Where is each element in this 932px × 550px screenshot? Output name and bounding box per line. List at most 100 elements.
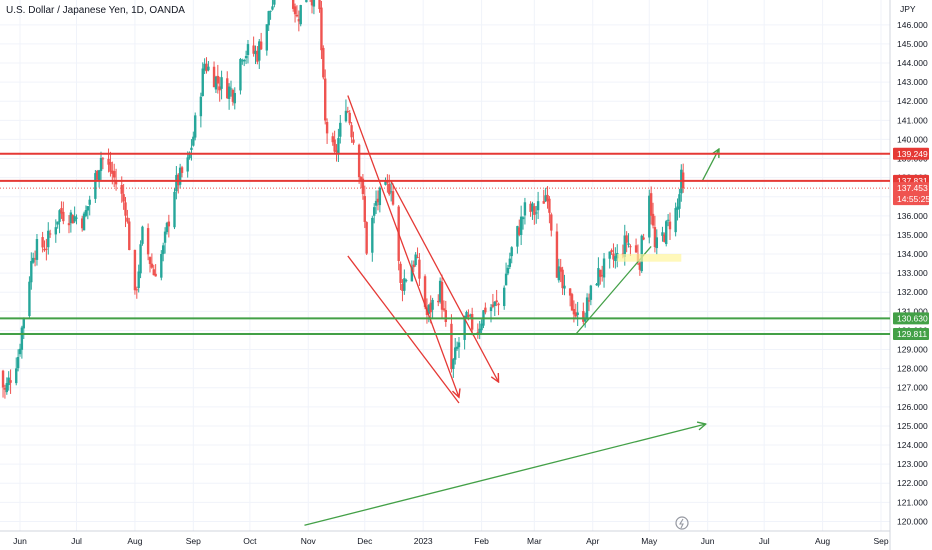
candle-body <box>218 86 221 91</box>
candle-body <box>431 299 434 310</box>
candle-body <box>676 206 679 210</box>
y-tick-label: 126.000 <box>897 402 928 412</box>
candle-body <box>22 318 25 329</box>
candle-body <box>352 139 355 143</box>
candle-body <box>305 0 308 3</box>
candle-body <box>84 210 88 216</box>
candle-body <box>638 262 642 270</box>
candle-body <box>648 195 651 238</box>
candle-body <box>297 19 301 22</box>
candle-body <box>97 170 101 181</box>
candle-body <box>124 202 127 216</box>
candle-body <box>141 226 144 244</box>
candle-body <box>295 14 299 17</box>
candle-body <box>363 196 366 222</box>
candle-body <box>429 302 432 313</box>
candle-body <box>163 231 167 243</box>
candle-body <box>574 312 577 317</box>
candle-body <box>437 300 440 303</box>
y-tick-label: 146.000 <box>897 20 928 30</box>
candle-body <box>226 78 229 99</box>
candle-body <box>582 311 585 322</box>
y-tick-label: 125.000 <box>897 421 928 431</box>
candle-body <box>623 235 626 257</box>
candle-body <box>220 77 223 89</box>
candle-body <box>542 201 545 204</box>
x-tick-label: Oct <box>243 536 257 546</box>
candle-body <box>438 280 442 302</box>
candle-body <box>661 232 664 236</box>
candle-body <box>126 217 129 222</box>
candle-body <box>15 368 18 384</box>
candle-body <box>205 63 208 72</box>
x-tick-label: Feb <box>474 536 489 546</box>
candle-body <box>391 191 395 205</box>
candle-body <box>229 88 233 90</box>
candle-body <box>523 202 527 216</box>
candle-body <box>267 11 270 26</box>
y-tick-label: 128.000 <box>897 364 928 374</box>
candle-body <box>521 217 525 220</box>
candle-body <box>585 297 589 319</box>
candle-body <box>256 50 259 62</box>
x-tick-label: Nov <box>301 536 317 546</box>
candle-body <box>7 377 10 386</box>
candle-body <box>450 323 453 370</box>
candle-body <box>152 269 155 276</box>
price-level-tag: 139.249 <box>893 147 929 160</box>
candle-body <box>372 207 376 216</box>
candle-body <box>427 305 431 314</box>
candle-body <box>612 253 615 260</box>
candle-body <box>335 150 338 153</box>
candle-body <box>476 332 480 334</box>
candle-body <box>655 237 659 249</box>
candle-body <box>510 247 513 257</box>
replay-icon[interactable] <box>675 516 689 530</box>
candle-body <box>101 158 105 160</box>
candle-body <box>43 248 46 251</box>
candle-body <box>113 171 116 178</box>
candle-body <box>207 66 210 71</box>
candle-body <box>465 312 468 318</box>
x-tick-label: Sep <box>873 536 888 546</box>
candle-body <box>188 152 191 159</box>
candle-body <box>241 60 244 62</box>
currency-unit: JPY <box>900 4 916 14</box>
candle-body <box>608 251 611 259</box>
x-tick-label: Sep <box>186 536 201 546</box>
candle-body <box>122 194 125 202</box>
x-tick-label: Jun <box>13 536 27 546</box>
candle-body <box>504 273 508 286</box>
candle-body <box>570 294 574 311</box>
candle-body <box>216 75 220 84</box>
candle-body <box>378 187 382 206</box>
candle-body <box>214 76 218 90</box>
candle-body <box>337 138 340 154</box>
candle-body <box>62 211 65 222</box>
y-tick-label: 127.000 <box>897 383 928 393</box>
last-price-label: 137.453 <box>897 183 928 193</box>
candle-body <box>625 235 628 243</box>
candle-body <box>239 59 242 91</box>
candle-body <box>203 63 206 71</box>
candle-body <box>516 226 519 247</box>
x-tick-label: Aug <box>127 536 142 546</box>
y-tick-label: 122.000 <box>897 478 928 488</box>
candle-body <box>333 139 336 152</box>
candle-body <box>365 222 368 254</box>
candle-body <box>60 208 63 214</box>
candle-body <box>252 45 255 54</box>
highlight-zone <box>617 254 682 262</box>
candle-body <box>480 323 483 331</box>
candle-body <box>455 346 459 349</box>
candle-body <box>254 50 257 55</box>
candle-body <box>457 342 461 348</box>
candle-body <box>111 170 114 174</box>
candle-body <box>602 258 606 278</box>
candle-body <box>389 191 393 193</box>
candle-body <box>114 179 118 185</box>
candle-body <box>69 212 73 224</box>
y-tick-label: 145.000 <box>897 39 928 49</box>
